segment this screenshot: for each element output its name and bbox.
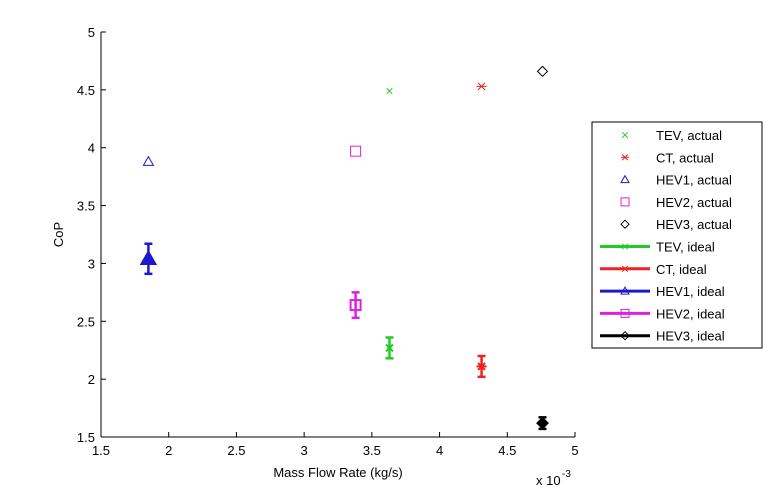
y-tick-label: 3.5 (77, 199, 95, 214)
data-point-hev3-ideal (536, 416, 549, 431)
legend-entry: TEV, ideal (600, 240, 715, 255)
data-point-tev-actual (386, 87, 393, 95)
y-tick-label: 3 (88, 256, 95, 271)
x-tick-label: 4.5 (498, 443, 516, 458)
legend-label: HEV1, actual (656, 173, 732, 188)
legend-label: HEV3, actual (656, 217, 732, 232)
legend-label: HEV3, ideal (656, 329, 725, 344)
data-point-tev-ideal (385, 336, 394, 360)
y-tick-label: 2 (88, 372, 95, 387)
data-point-hev1-actual (142, 155, 155, 166)
legend-entry: HEV3, actual (620, 217, 732, 232)
data-point-hev2-ideal (349, 291, 362, 320)
legend-label: HEV2, ideal (656, 306, 725, 321)
x-tick-label: 5 (571, 443, 578, 458)
x-tick-label: 2 (165, 443, 172, 458)
y-tick-label: 5 (88, 25, 95, 40)
y-tick-label: 4 (88, 141, 95, 156)
legend-entry: HEV3, ideal (600, 329, 725, 344)
legend: TEV, actual CT, actual HEV1, actual HEV2, a… (591, 121, 763, 349)
data-point-ct-actual (476, 82, 487, 91)
legend-label: TEV, ideal (656, 240, 715, 255)
data-marks (139, 65, 549, 431)
x-tick-label: 4 (436, 443, 443, 458)
y-tick-label: 4.5 (77, 83, 95, 98)
y-axis-ticks: 1.5 2 2.5 3 3.5 4 4.5 5 (77, 25, 106, 445)
legend-entry: HEV2, ideal (600, 306, 725, 321)
legend-entry: CT, ideal (600, 262, 707, 277)
x-multiplier-base: x 10 (536, 473, 561, 488)
data-point-hev3-actual (536, 65, 549, 78)
x-tick-label: 1.5 (92, 443, 110, 458)
legend-label: TEV, actual (656, 128, 722, 143)
x-multiplier-exponent: -3 (562, 469, 571, 480)
x-tick-label: 3 (301, 443, 308, 458)
y-tick-label: 1.5 (77, 430, 95, 445)
legend-label: HEV1, ideal (656, 284, 725, 299)
legend-entry: HEV1, actual (620, 173, 732, 188)
x-axis-ticks: 1.5 2 2.5 3 3.5 4 4.5 5 (92, 432, 579, 458)
legend-entry: TEV, actual (621, 128, 722, 143)
x-tick-label: 2.5 (227, 443, 245, 458)
y-axis-label: CoP (51, 222, 66, 247)
data-point-hev1-ideal (139, 242, 158, 276)
legend-label: HEV2, actual (656, 195, 732, 210)
y-tick-label: 2.5 (77, 314, 95, 329)
plot-area: 1.5 2 2.5 3 3.5 4 4.5 5 1.5 2 2.5 3 3.5 4 4.5 5 (77, 25, 579, 458)
legend-entry: CT, actual (621, 150, 714, 165)
legend-box (591, 121, 763, 349)
legend-entry: HEV2, actual (620, 195, 732, 210)
legend-label: CT, actual (656, 150, 714, 165)
data-point-hev2-actual (350, 145, 362, 157)
x-axis-multiplier: x 10 -3 (536, 469, 571, 488)
legend-entry: HEV1, ideal (600, 284, 725, 299)
legend-label: CT, ideal (656, 262, 707, 277)
x-axis-label: Mass Flow Rate (kg/s) (273, 465, 402, 480)
data-point-ct-ideal (476, 354, 487, 379)
x-tick-label: 3.5 (363, 443, 381, 458)
